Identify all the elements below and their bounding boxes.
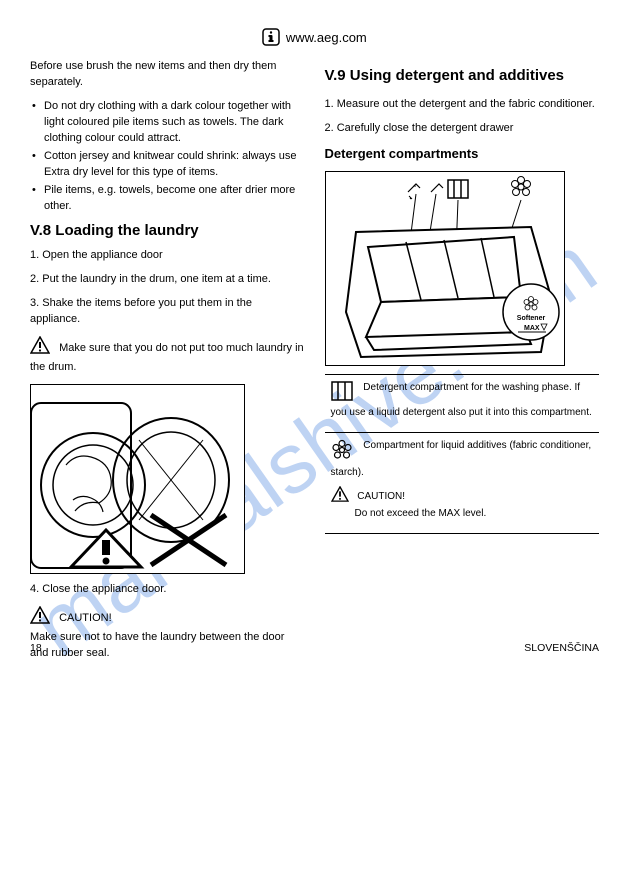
v8-step4-text: Close the appliance door. (42, 583, 166, 595)
page-footer: 18 SLOVENŠČINA (0, 642, 629, 654)
page-content: www.aeg.com Before use brush the new ite… (0, 0, 629, 670)
warning-icon (30, 606, 50, 630)
compartment-1: Detergent compartment for the washing ph… (325, 374, 600, 432)
bullet-1: Do not dry clothing with a dark colour t… (30, 99, 305, 147)
v8-step3: 3. Shake the items before you put them i… (30, 296, 305, 328)
v8-step4-num: 4. (30, 583, 39, 595)
flower-icon (331, 439, 353, 466)
comp2-text: Compartment for liquid additives (fabric… (331, 440, 592, 478)
detergent-drawer-illustration: Softener MAX (325, 171, 565, 366)
v8-caution2-label: CAUTION! (59, 612, 112, 624)
intro-sentence: Before use brush the new items and then … (30, 60, 276, 88)
warning-icon (331, 486, 349, 507)
comp1-text: Detergent compartment for the washing ph… (331, 382, 592, 418)
footer-lang: SLOVENŠČINA (524, 642, 599, 654)
info-icon (262, 28, 280, 49)
compartment-2: Compartment for liquid additives (fabric… (325, 432, 600, 534)
right-column: V.9 Using detergent and additives 1. Mea… (325, 59, 600, 670)
v9-step1: 1. Measure out the detergent and the fab… (325, 97, 600, 113)
intro-para: Before use brush the new items and then … (30, 59, 305, 91)
v8-step1: 1. Open the appliance door (30, 248, 305, 264)
v9-heading: V.9 Using detergent and additives (325, 65, 600, 87)
main-wash-icon (331, 381, 353, 406)
comp2-caution: CAUTION! Do not exceed the MAX level. (331, 486, 594, 521)
page-header: www.aeg.com (0, 0, 629, 49)
two-column-layout: Before use brush the new items and then … (0, 49, 629, 670)
bullet-3: Pile items, e.g. towels, become one afte… (30, 183, 305, 215)
header-url: www.aeg.com (286, 30, 367, 45)
comp2-caution-label: CAUTION! (357, 492, 405, 503)
svg-text:Softener: Softener (516, 315, 545, 322)
v8-caution1-text: Make sure that you do not put too much l… (30, 342, 304, 373)
bullet-2: Cotton jersey and knitwear could shrink:… (30, 149, 305, 181)
svg-text:MAX: MAX (524, 325, 540, 332)
v8-step2: 2. Put the laundry in the drum, one item… (30, 272, 305, 288)
v8-step4: 4. Close the appliance door. (30, 582, 305, 598)
v8-caution1: Make sure that you do not put too much l… (30, 336, 305, 376)
left-column: Before use brush the new items and then … (30, 59, 305, 670)
v8-heading: V.8 Loading the laundry (30, 220, 305, 242)
detergent-label: Detergent compartments (325, 145, 600, 164)
comp2-caution-text: Do not exceed the MAX level. (331, 507, 487, 521)
page-number: 18 (30, 642, 42, 654)
v9-step2: 2. Carefully close the detergent drawer (325, 121, 600, 137)
warning-icon (30, 336, 50, 360)
laundry-door-illustration (30, 384, 245, 574)
